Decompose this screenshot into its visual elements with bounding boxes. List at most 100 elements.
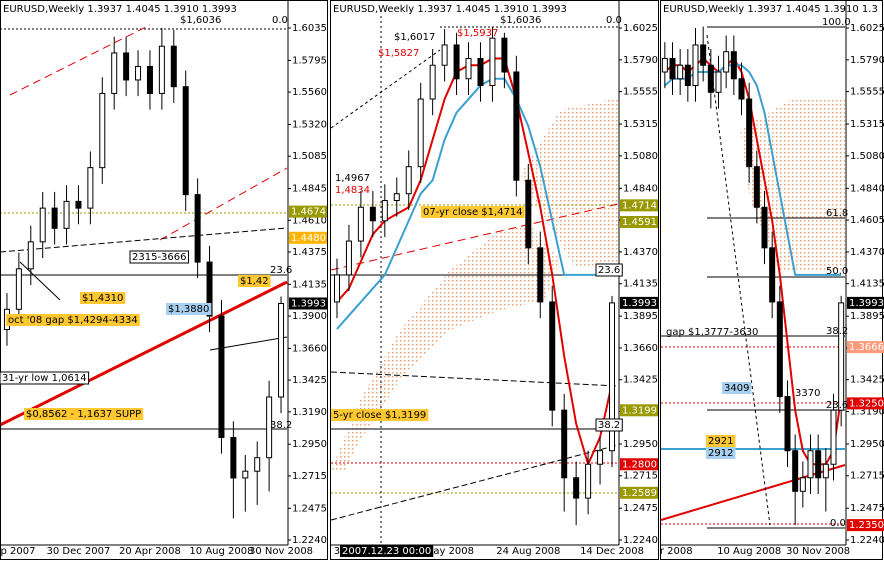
candle-body (111, 52, 118, 94)
price-box (620, 486, 658, 499)
y-tick-label: 1.5790 (623, 55, 658, 66)
annotation: $1,5937 (457, 28, 498, 39)
chart-panel: 1.60251.57901.55551.53151.50801.48401.46… (661, 4, 884, 557)
annotation-box (722, 382, 752, 394)
candle-body (87, 167, 94, 209)
candle-body (838, 302, 845, 411)
price-box (847, 296, 884, 309)
annotation-box (331, 409, 429, 421)
annotation: 5-yr close $1,3199 (333, 410, 426, 421)
y-tick-label: 1.3190 (850, 406, 884, 417)
candle-body (746, 98, 753, 168)
x-tick-label: 4 May 2008 (415, 546, 474, 557)
chart-title: EURUSD,Weekly 1.3937 1.4045 1.3910 1.399… (333, 4, 567, 15)
candle-body (170, 45, 177, 88)
candle-body (429, 64, 436, 100)
candle-body (75, 200, 82, 209)
price-box-label: 1.4591 (622, 217, 657, 228)
y-tick-label: 1.6035 (292, 23, 327, 34)
y-tick-label: 1.4135 (623, 279, 658, 290)
price-box (847, 341, 884, 354)
price-box-label: 1.2800 (622, 459, 657, 470)
price-box (620, 199, 658, 212)
price-box (289, 205, 327, 218)
y-tick-label: 1.5790 (850, 55, 884, 66)
y-tick-label: 1.2475 (850, 503, 884, 514)
y-tick-label: 1.6025 (850, 23, 884, 34)
annotation: $1,6017 (394, 32, 435, 43)
annotation-box (595, 263, 623, 277)
y-tick-label: 1.5555 (850, 87, 884, 98)
candle-body (715, 71, 722, 93)
price-box-label: 1.4674 (291, 207, 326, 218)
candle-body (684, 64, 691, 87)
x-tick-label: 30 Nov 2008 (249, 546, 313, 557)
y-tick-label: 1.2715 (623, 471, 658, 482)
candle-body (815, 450, 822, 479)
candle-body (278, 303, 285, 398)
x-tick-label: 20 Apr 2008 (119, 546, 181, 557)
x-tick-label: 14 Dec 2008 (580, 546, 644, 557)
candle-body (242, 470, 249, 479)
y-tick-label: 1.6025 (623, 23, 658, 34)
candle-body (15, 268, 22, 310)
price-box-label: 1.3993 (622, 298, 657, 309)
y-tick-label: 1.5320 (292, 119, 327, 130)
annotation: $1,5827 (378, 48, 419, 59)
candle-body (792, 450, 799, 492)
candle-body (51, 207, 58, 229)
chart-panel: 1.60251.57901.55551.53151.50801.48401.46… (331, 4, 658, 557)
annotation: 38.2 (598, 420, 620, 431)
y-tick-label: 1.2240 (292, 535, 327, 546)
annotation: 2315-3666 (132, 252, 187, 263)
y-tick-label: 1.3425 (292, 375, 327, 386)
candle-body (123, 52, 130, 81)
annotation-box (706, 447, 736, 459)
annotation: 3370 (795, 388, 820, 399)
y-tick-label: 1.2950 (623, 439, 658, 450)
annotation: $1,6036 (180, 15, 221, 26)
candle-body (692, 44, 699, 87)
annotation: gap $1,3777-3630 (666, 327, 758, 338)
annotation: 38.2 (270, 420, 292, 431)
candle-body (513, 71, 520, 181)
annotation: 50.0 (826, 266, 848, 277)
candle-body (206, 261, 213, 317)
candle-body (537, 247, 544, 303)
candle-body (369, 206, 376, 222)
y-tick-label: 1.2240 (623, 535, 658, 546)
candle-body (753, 166, 760, 208)
candle-body (707, 64, 714, 93)
annotation-box (129, 250, 190, 264)
candle-body (822, 463, 829, 479)
y-tick-label: 1.2715 (850, 471, 884, 482)
candle-body (700, 44, 707, 66)
candle-body (799, 477, 806, 492)
candle-body (738, 78, 745, 100)
y-tick-label: 1.3190 (292, 407, 327, 418)
y-tick-label: 1.3425 (850, 375, 884, 386)
indicator-line (336, 57, 613, 468)
annotation: 0.0 (606, 15, 622, 26)
annotation: 23.6 (826, 400, 848, 411)
candle-body (266, 396, 273, 459)
y-tick-label: 1.5315 (850, 119, 884, 130)
annotation-box (340, 545, 434, 557)
annotation-box (595, 418, 623, 432)
annotation: $1,4310 (82, 293, 123, 304)
candle-body (63, 200, 70, 229)
candle-body (723, 51, 730, 73)
annotation: 23.6 (270, 265, 292, 276)
annotation-box (166, 303, 212, 315)
y-tick-label: 1.2950 (292, 439, 327, 450)
annotation: 2007.12.23 00:00 (342, 546, 431, 557)
candle-body (357, 206, 364, 242)
price-box (289, 231, 327, 244)
y-tick-label: 1.4135 (850, 279, 884, 290)
annotation-box (706, 435, 736, 447)
annotation: 1,4967 (335, 173, 370, 184)
y-tick-label: 1.5085 (292, 151, 327, 162)
annotation-box (80, 292, 126, 304)
